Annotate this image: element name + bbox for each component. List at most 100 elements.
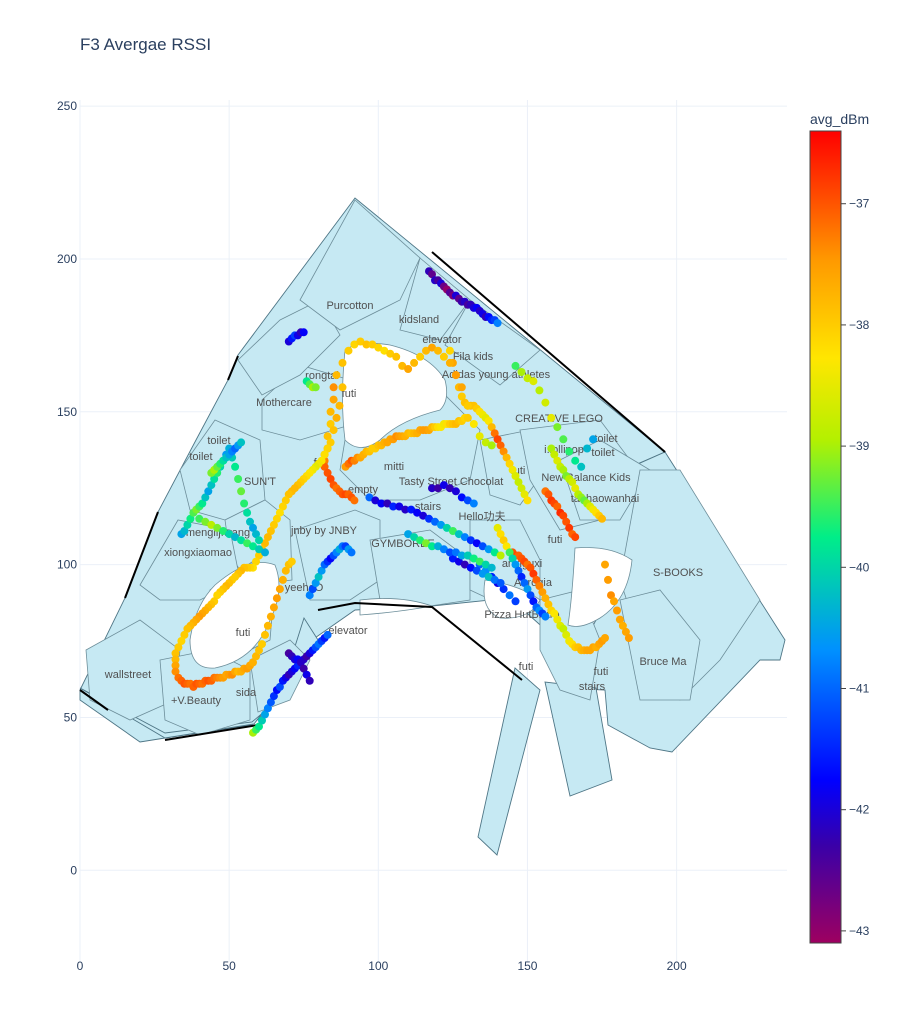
rssi-point [308, 585, 317, 594]
colorbar-gradient [809, 130, 842, 944]
rssi-point [255, 545, 263, 554]
rssi-point [460, 533, 469, 542]
store-label: stairs [415, 501, 442, 513]
rssi-point [287, 557, 296, 566]
rssi-point [320, 450, 329, 459]
store-label: Mothercare [256, 397, 312, 409]
rssi-point [472, 566, 481, 575]
rssi-point [463, 401, 472, 410]
rssi-point [171, 655, 180, 664]
rssi-point [517, 368, 526, 376]
rssi-point [323, 630, 332, 639]
rssi-point [493, 523, 502, 532]
rssi-point [252, 557, 260, 566]
rssi-point [180, 527, 189, 535]
rssi-point [269, 520, 278, 529]
rssi-point [460, 560, 469, 569]
store-label: futi [548, 534, 563, 546]
rssi-point [171, 649, 180, 658]
rssi-point [344, 346, 353, 355]
rssi-point [422, 539, 430, 548]
rssi-point [559, 465, 568, 474]
rssi-point [434, 484, 442, 493]
rssi-point [490, 575, 499, 584]
rssi-point [451, 548, 460, 557]
rssi-point [272, 594, 281, 603]
rssi-point [332, 413, 341, 422]
rssi-point [255, 646, 263, 655]
rssi-point [338, 383, 347, 392]
rssi-point [565, 523, 574, 532]
store-label: Hello功夫 [458, 510, 505, 523]
rssi-point [428, 484, 436, 493]
rssi-point [269, 603, 278, 612]
rssi-point [266, 527, 275, 535]
rssi-point [517, 572, 526, 581]
rssi-point [615, 615, 624, 624]
rssi-point [439, 352, 448, 361]
colorbar-title: avg_dBm [810, 111, 869, 127]
rssi-point [604, 575, 612, 584]
colorbar-tick-label: −42 [849, 803, 870, 817]
store-label: xiongxiaomao [164, 547, 232, 559]
rssi-point [610, 597, 618, 606]
store-label: stairs [579, 681, 606, 693]
rssi-point [281, 566, 290, 575]
rssi-point [416, 536, 425, 545]
rssi-point [514, 566, 523, 575]
rssi-point [225, 530, 234, 539]
rssi-point [314, 572, 323, 581]
rssi-point [302, 670, 311, 679]
rssi-point [454, 530, 463, 539]
rssi-point [505, 591, 514, 600]
store-label: jnby by JNBY [290, 525, 358, 537]
rssi-point [422, 346, 430, 355]
rssi-point [234, 475, 243, 483]
colorbar-tick-label: −41 [849, 681, 870, 695]
rssi-point [535, 582, 544, 590]
rssi-point [305, 676, 314, 685]
rssi-point [496, 551, 505, 560]
rssi-point [553, 502, 562, 511]
rssi-point [326, 475, 335, 483]
rssi-point [544, 600, 553, 609]
store-label: +V.Beauty [171, 695, 222, 707]
x-tick-label: 200 [667, 959, 687, 973]
rssi-point [278, 575, 287, 584]
rssi-point [445, 484, 454, 493]
rssi-point [487, 423, 496, 432]
rssi-point [529, 597, 538, 606]
store-label: toilet [189, 451, 212, 463]
colorbar-tick-label: −43 [849, 924, 870, 938]
rssi-point [601, 634, 609, 642]
rssi-point [496, 441, 505, 450]
rssi-point [434, 542, 442, 551]
rssi-point [362, 340, 371, 349]
store-label: futi [342, 388, 357, 400]
rssi-point [484, 572, 493, 581]
rssi-point [463, 496, 472, 505]
rssi-point [263, 621, 272, 630]
store-label: mitti [384, 461, 404, 473]
rssi-point [484, 545, 493, 554]
rssi-point [442, 523, 451, 532]
y-tick-label: 250 [57, 99, 77, 113]
rssi-point [329, 383, 338, 392]
rssi-point [517, 484, 526, 493]
rssi-point [571, 533, 580, 542]
rssi-point [472, 539, 481, 548]
rssi-point [547, 413, 556, 422]
rssi-point [493, 435, 502, 444]
rssi-point [538, 588, 547, 597]
rssi-point [320, 462, 329, 471]
store-label: kidsland [399, 314, 439, 326]
store-label: elevator [328, 625, 367, 637]
rssi-point [601, 560, 609, 569]
rssi-point [499, 585, 508, 594]
rssi-point [237, 487, 246, 496]
store-label: Fila kids [453, 351, 494, 363]
chart-title: F3 Avergae RSSI [80, 35, 211, 54]
store-label: S-BOOKS [653, 567, 703, 579]
rssi-point [207, 481, 216, 490]
x-tick-label: 0 [77, 959, 84, 973]
